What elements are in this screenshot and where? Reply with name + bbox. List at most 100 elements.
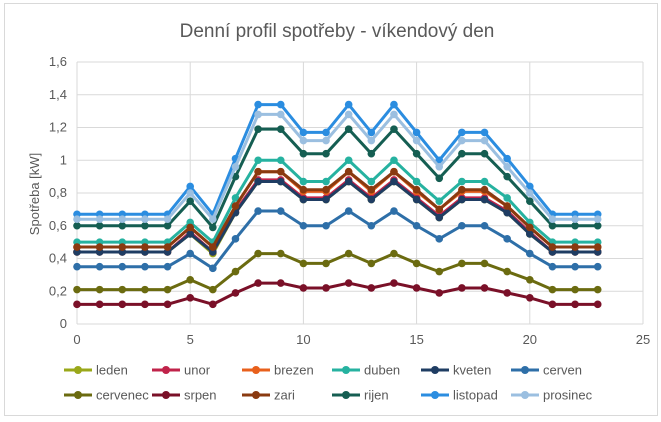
- series-cervenec: [73, 249, 602, 294]
- data-point: [276, 110, 285, 119]
- data-point: [163, 243, 172, 251]
- y-tick-label: 0,8: [49, 185, 67, 200]
- data-point: [322, 177, 330, 186]
- data-point: [367, 284, 376, 292]
- data-point: [480, 128, 489, 137]
- legend-label: leden: [96, 363, 128, 378]
- data-point: [118, 285, 127, 294]
- data-point: [367, 149, 376, 158]
- data-point: [118, 221, 127, 230]
- data-point: [141, 215, 149, 223]
- data-point: [412, 177, 421, 186]
- data-point: [412, 185, 421, 194]
- data-point: [571, 221, 579, 230]
- data-point: [593, 285, 602, 294]
- data-point: [367, 259, 376, 268]
- data-point: [548, 215, 557, 223]
- data-point: [458, 128, 466, 137]
- y-tick-label: 0,6: [49, 218, 67, 233]
- data-point: [299, 185, 308, 194]
- data-point: [95, 215, 104, 223]
- data-point: [141, 262, 149, 271]
- data-point: [548, 300, 557, 309]
- legend-item-rijen: rijen: [332, 388, 389, 403]
- data-point: [412, 149, 421, 158]
- data-point: [503, 172, 511, 181]
- data-point: [412, 221, 421, 230]
- legend-item-cerven: cerven: [511, 363, 582, 378]
- data-point: [118, 262, 127, 271]
- data-point: [435, 205, 444, 214]
- data-point: [118, 300, 127, 309]
- data-point: [276, 125, 285, 133]
- legend-label: zari: [274, 388, 295, 403]
- data-point: [480, 195, 489, 204]
- data-point: [593, 221, 602, 230]
- data-point: [322, 259, 330, 268]
- data-point: [344, 249, 353, 258]
- data-point: [141, 221, 149, 230]
- data-point: [548, 243, 557, 251]
- data-point: [322, 136, 330, 145]
- data-point: [186, 294, 194, 302]
- data-point: [435, 156, 444, 165]
- data-point: [276, 156, 285, 165]
- data-point: [458, 177, 466, 186]
- data-point: [480, 177, 489, 186]
- legend-marker: [431, 391, 439, 399]
- data-point: [95, 262, 104, 271]
- series-line: [77, 281, 598, 306]
- data-point: [231, 289, 240, 297]
- data-point: [276, 249, 285, 258]
- data-point: [390, 279, 398, 287]
- data-point: [367, 195, 376, 204]
- data-point: [73, 285, 81, 294]
- data-point: [254, 100, 262, 109]
- data-point: [390, 100, 398, 109]
- legend-item-zari: zari: [242, 388, 295, 403]
- data-point: [435, 163, 444, 171]
- data-point: [503, 267, 511, 276]
- data-point: [458, 221, 466, 230]
- legend-marker: [342, 366, 350, 374]
- data-point: [299, 284, 308, 292]
- y-tick-label: 1,4: [49, 87, 67, 102]
- data-point: [571, 285, 579, 294]
- legend-marker: [431, 366, 439, 374]
- legend-label: cervenec: [96, 388, 149, 403]
- data-point: [526, 249, 534, 258]
- data-point: [299, 177, 308, 186]
- data-point: [367, 136, 376, 145]
- data-point: [571, 215, 579, 223]
- data-point: [480, 136, 489, 145]
- data-point: [276, 207, 285, 215]
- data-point: [480, 185, 489, 194]
- data-point: [458, 284, 466, 292]
- data-point: [186, 223, 194, 232]
- x-tick-label: 20: [523, 332, 537, 347]
- data-point: [480, 284, 489, 292]
- data-point: [390, 207, 398, 215]
- data-point: [412, 195, 421, 204]
- series-prosinec: [73, 110, 602, 223]
- legend-label: rijen: [364, 388, 389, 403]
- data-point: [526, 275, 534, 284]
- series-duben: [73, 156, 602, 246]
- legend-marker: [521, 366, 529, 374]
- y-tick-label: 0,2: [49, 283, 67, 298]
- data-point: [209, 300, 217, 309]
- data-point: [186, 182, 194, 191]
- data-point: [571, 300, 579, 309]
- legend-label: listopad: [453, 388, 498, 403]
- data-point: [390, 156, 398, 165]
- data-point: [344, 279, 353, 287]
- data-point: [344, 100, 353, 109]
- data-point: [163, 300, 172, 309]
- data-point: [390, 249, 398, 258]
- data-point: [254, 156, 262, 165]
- data-point: [412, 128, 421, 137]
- data-point: [141, 300, 149, 309]
- data-point: [299, 128, 308, 137]
- data-point: [435, 197, 444, 205]
